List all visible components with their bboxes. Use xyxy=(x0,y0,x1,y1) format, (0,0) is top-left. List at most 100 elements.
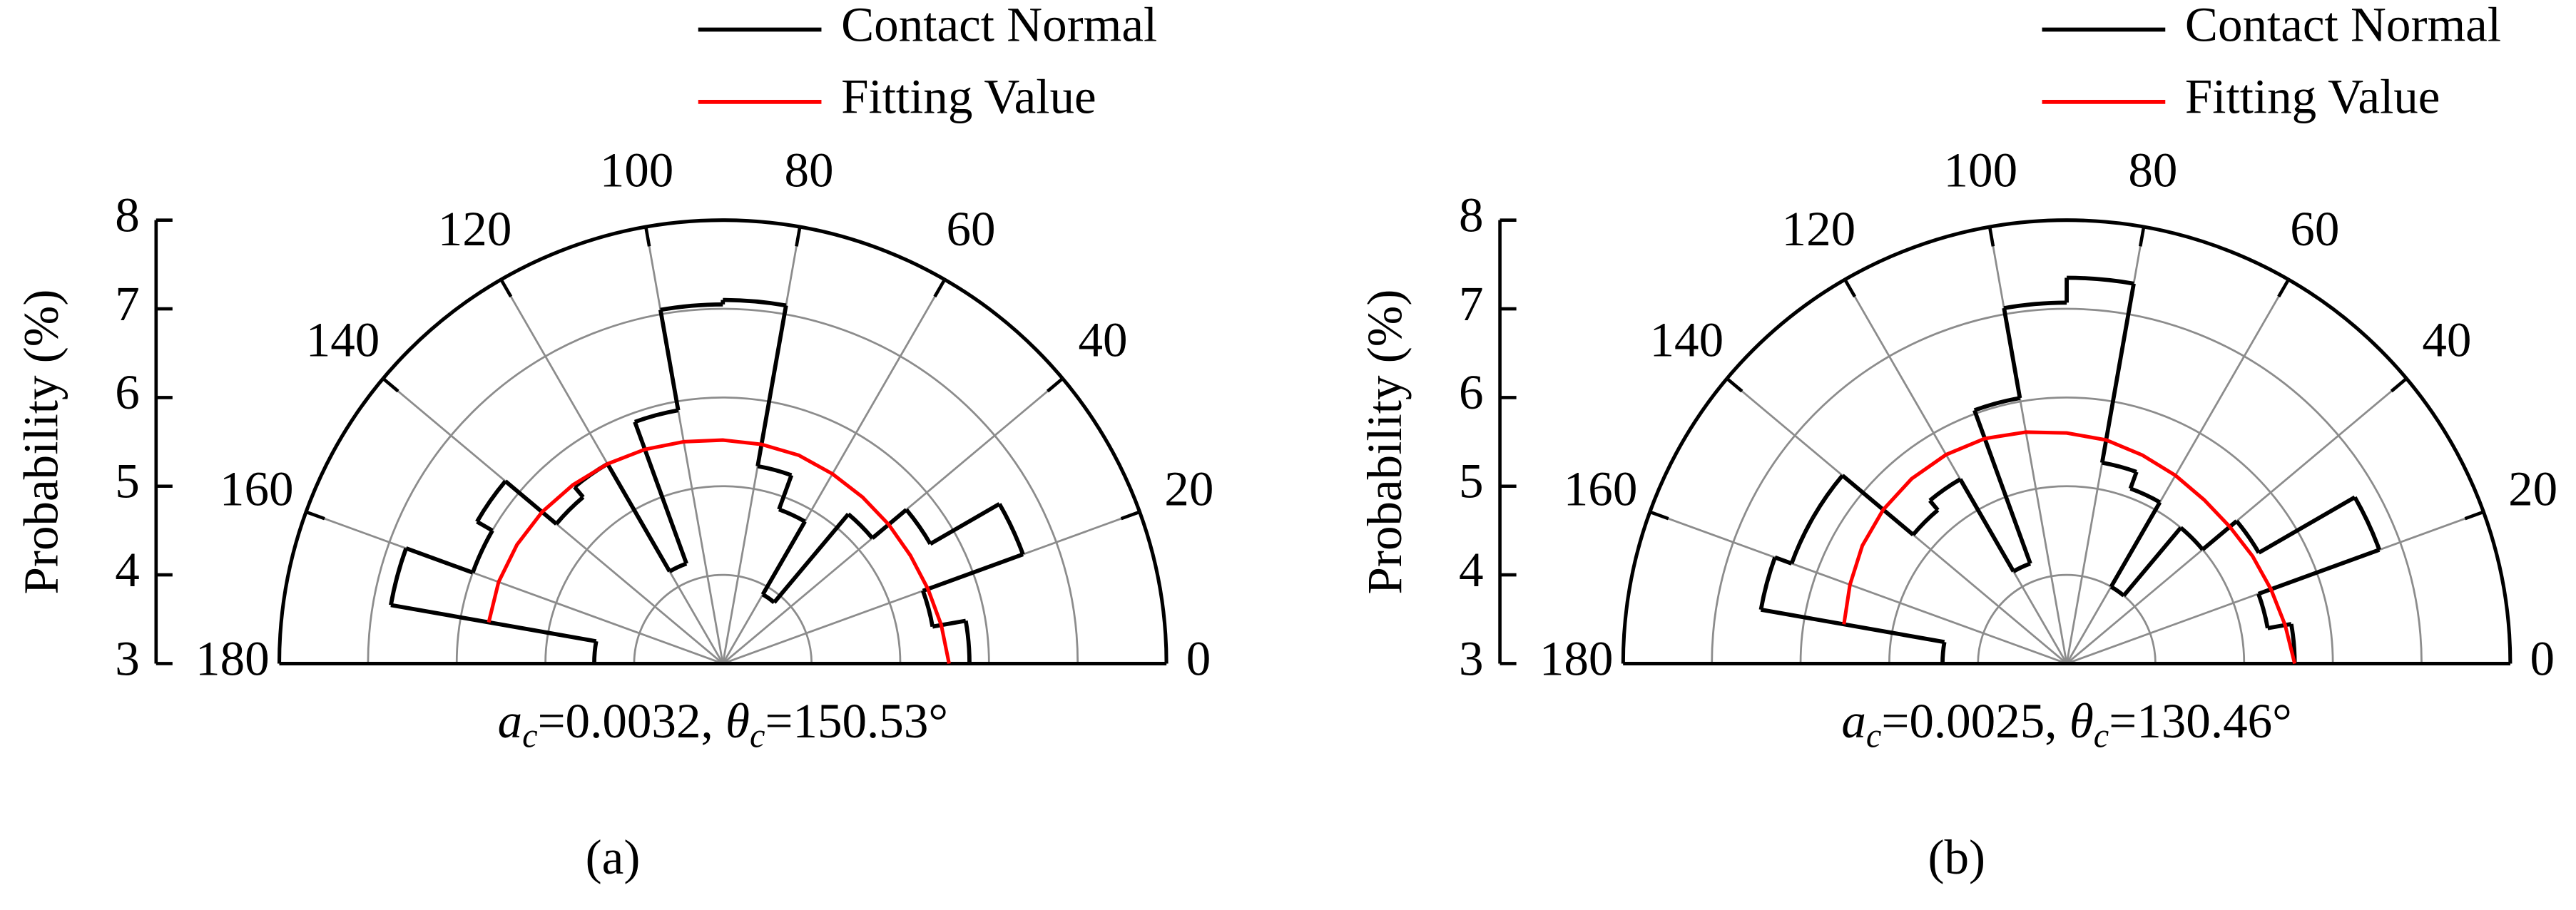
rose-bin xyxy=(778,507,806,523)
outer-arc xyxy=(277,218,1169,664)
rose-step xyxy=(773,513,850,604)
rose-step xyxy=(2201,519,2239,551)
rose-step xyxy=(2267,622,2292,630)
rose-step xyxy=(929,502,1001,546)
angle-tick xyxy=(382,377,399,393)
angle-tick xyxy=(795,226,802,247)
fit-line xyxy=(1842,430,2297,665)
rose-bin xyxy=(847,512,875,540)
grid-spoke xyxy=(1988,226,2068,664)
angle-tick-label: 80 xyxy=(2128,142,2177,197)
angle-tick xyxy=(1649,510,1669,521)
rose-step xyxy=(2122,526,2183,598)
angle-tick xyxy=(2277,278,2290,298)
rose-step xyxy=(2128,471,2139,490)
annotation-part: c xyxy=(522,717,537,755)
rose-step xyxy=(405,546,474,575)
angle-tick-label: 40 xyxy=(1079,312,1128,367)
fit-line xyxy=(487,438,951,664)
rose-bin xyxy=(963,620,972,664)
rose-bin xyxy=(921,590,935,628)
y-tick-label: 8 xyxy=(1459,188,1484,242)
legend-label: Contact Normal xyxy=(841,0,1157,51)
angle-tick xyxy=(1843,278,1857,298)
angle-tick xyxy=(305,510,325,521)
rose-bin xyxy=(2256,593,2270,629)
annotation-part: c xyxy=(2094,717,2109,755)
rose-bin xyxy=(2235,519,2261,554)
grid-circle xyxy=(1799,397,2334,664)
rose-bin xyxy=(471,529,494,573)
grid-circle xyxy=(1711,307,2423,664)
rose-bin xyxy=(2067,275,2134,286)
angle-tick-label: 140 xyxy=(306,312,380,367)
angle-tick-label: 140 xyxy=(1650,312,1724,367)
grid-circle xyxy=(455,397,990,664)
grid-spoke xyxy=(722,279,946,665)
angle-tick-label: 120 xyxy=(1782,201,1856,256)
rose-bin xyxy=(592,640,599,664)
angle-tick-label: 100 xyxy=(1944,142,2018,197)
angle-tick-label: 160 xyxy=(1564,461,1638,516)
rose-bin xyxy=(905,508,932,546)
rose-step xyxy=(932,618,967,629)
rose-step xyxy=(2109,501,2162,588)
rose-step xyxy=(504,479,558,526)
y-axis-label: Probability (%) xyxy=(1357,290,1412,595)
angle-tick xyxy=(1987,226,1995,247)
annotation-part: =0.0025, xyxy=(1881,693,2069,748)
rose-bin xyxy=(1911,508,1940,536)
angle-tick xyxy=(499,278,513,298)
angle-tick-label: 60 xyxy=(946,201,995,256)
annotation-part: =130.46° xyxy=(2109,693,2292,748)
annotation: ac=0.0032, θc=150.53° xyxy=(498,693,948,755)
grid-circle xyxy=(633,573,813,664)
rose-bin xyxy=(1973,396,2020,412)
rose-step xyxy=(2099,283,2136,464)
annotation-part: a xyxy=(498,693,523,748)
y-tick-label: 4 xyxy=(1459,542,1484,597)
legend-label: Fitting Value xyxy=(841,69,1096,124)
angle-tick-label: 20 xyxy=(2508,461,2557,516)
rose-bin xyxy=(2109,585,2125,598)
y-tick-label: 7 xyxy=(115,276,140,331)
angle-tick xyxy=(1726,377,1743,393)
rose-step xyxy=(573,485,585,499)
annotation-part: a xyxy=(1841,693,1866,748)
y-tick-label: 8 xyxy=(115,188,140,242)
grid-spoke xyxy=(1843,279,2068,665)
annotation-part: =0.0032, xyxy=(538,693,726,748)
panel-label: (a) xyxy=(586,829,641,884)
outer-arc xyxy=(1621,218,2513,664)
grid-spoke xyxy=(2065,279,2290,665)
angle-tick-label: 0 xyxy=(2530,630,2555,685)
angle-tick xyxy=(2138,226,2146,247)
rose-bin xyxy=(554,495,585,526)
grid-spoke xyxy=(305,511,723,665)
angle-tick xyxy=(2464,510,2485,521)
y-axis-label: Probability (%) xyxy=(13,290,68,595)
rose-step xyxy=(2002,307,2022,399)
rose-step xyxy=(1774,555,1793,566)
grid-circle xyxy=(1888,485,2246,664)
rose-step xyxy=(1760,608,1945,645)
y-tick-label: 5 xyxy=(115,454,140,508)
rose-step xyxy=(755,305,788,467)
y-tick-label: 6 xyxy=(115,364,140,419)
rose-bin xyxy=(2179,526,2204,551)
rose-step xyxy=(606,463,672,573)
legend-label: Fitting Value xyxy=(2185,69,2440,124)
grid-spoke xyxy=(644,226,724,664)
rose-bin xyxy=(633,408,679,424)
grid-circle xyxy=(1977,573,2157,664)
grid-circle xyxy=(544,485,902,664)
rose-step xyxy=(633,421,688,565)
rose-step xyxy=(777,474,794,511)
y-tick-label: 5 xyxy=(1459,454,1484,508)
rose-bin xyxy=(1928,477,1962,503)
rose-step xyxy=(2257,495,2356,555)
rose-bin xyxy=(2003,300,2067,310)
y-tick-label: 3 xyxy=(1459,630,1484,685)
angle-tick xyxy=(1120,510,1141,521)
